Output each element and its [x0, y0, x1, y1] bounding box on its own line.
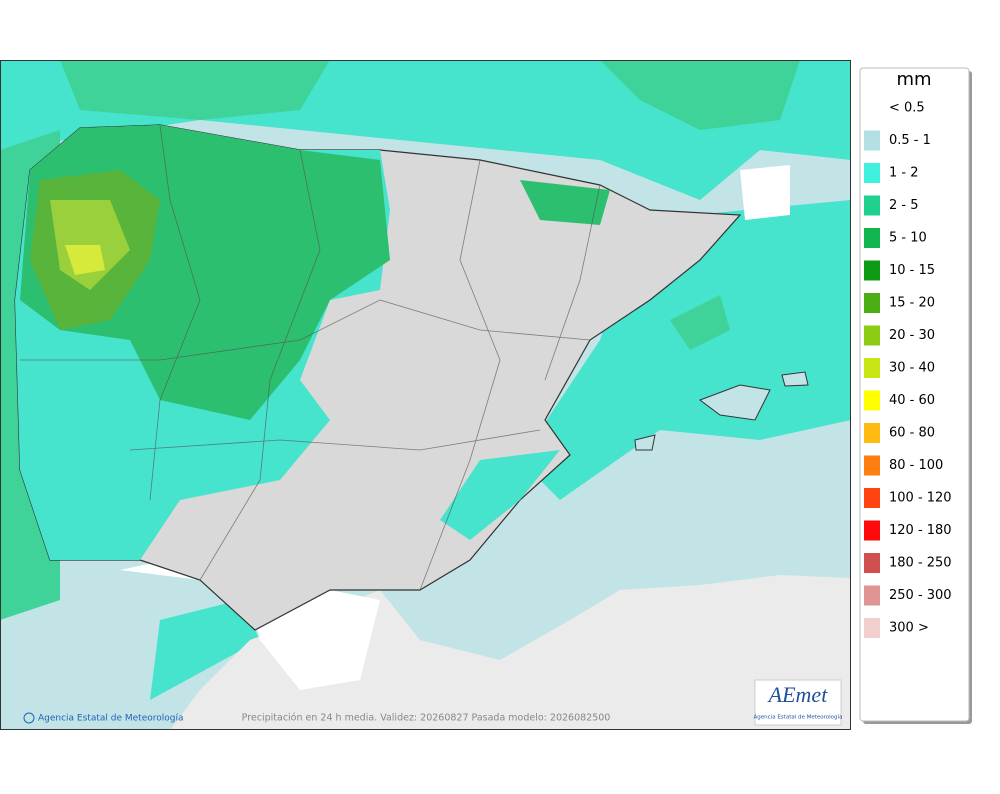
- legend-label: < 0.5: [889, 101, 925, 116]
- precipitation-map: [0, 60, 851, 730]
- logo: AEmet Agencia Estatal de Meteorología: [754, 679, 843, 726]
- legend-label: 120 - 180: [889, 523, 952, 538]
- legend-label: 5 - 10: [889, 231, 927, 246]
- legend-swatch: [864, 228, 880, 248]
- legend-swatch: [864, 195, 880, 216]
- legend-title: mm: [896, 69, 931, 90]
- legend-label: 15 - 20: [889, 296, 935, 311]
- legend-label: 100 - 120: [889, 491, 952, 506]
- legend-swatch: [864, 293, 880, 313]
- legend-label: 1 - 2: [889, 166, 919, 181]
- legend-swatch: [864, 130, 880, 151]
- legend-swatch: [864, 455, 880, 476]
- legend-label: 80 - 100: [889, 458, 943, 473]
- legend-label: 300 >: [889, 621, 929, 636]
- legend-label: 30 - 40: [889, 361, 935, 376]
- legend-label: 10 - 15: [889, 263, 935, 278]
- legend-swatch: [864, 358, 880, 378]
- legend: mm < 0.5 0.5 - 1 1 - 2 2 - 5 5 - 10 10 - 15 15…: [859, 67, 972, 724]
- copyright-icon: [23, 712, 35, 724]
- legend-swatch: [864, 423, 880, 443]
- logo-subtitle: Agencia Estatal de Meteorología: [754, 714, 843, 721]
- legend-swatch: [864, 585, 880, 606]
- legend-label: 250 - 300: [889, 588, 952, 603]
- legend-label: 180 - 250: [889, 556, 952, 571]
- map-caption: Precipitación en 24 h media. Validez: 20…: [242, 713, 611, 724]
- legend-swatch: [864, 488, 880, 508]
- legend-swatch: [864, 390, 880, 411]
- logo-mark: AEmet: [767, 682, 829, 707]
- legend-swatch: [864, 260, 880, 281]
- legend-swatch: [864, 618, 880, 638]
- legend-swatch: [864, 553, 880, 573]
- legend-swatch: [864, 163, 880, 183]
- legend-label: 2 - 5: [889, 198, 919, 213]
- legend-swatch: [864, 325, 880, 346]
- legend-label: 60 - 80: [889, 426, 935, 441]
- agency-credit: Agencia Estatal de Meteorología: [38, 714, 184, 724]
- legend-swatch: [864, 520, 880, 541]
- legend-label: 20 - 30: [889, 328, 935, 343]
- legend-label: 0.5 - 1: [889, 133, 931, 148]
- map-frame: [0, 60, 851, 730]
- legend-label: 40 - 60: [889, 393, 935, 408]
